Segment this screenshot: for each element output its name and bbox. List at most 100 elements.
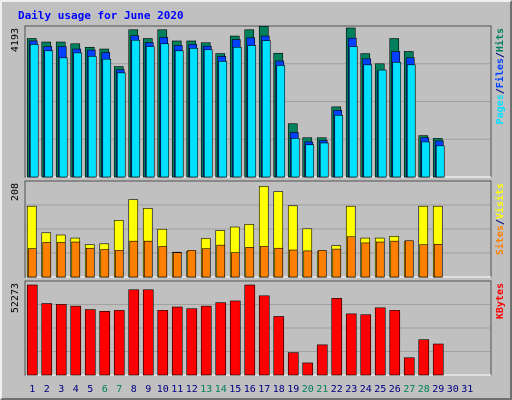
middle-bar-sites-4	[71, 241, 81, 278]
top-series-label-part-3: /	[495, 52, 506, 58]
bottom-bar-kbytes-27	[403, 357, 415, 376]
top-bar-pages-5	[87, 56, 97, 178]
day-label-11: 11	[171, 384, 183, 395]
day-label-25: 25	[374, 384, 386, 395]
bottom-bar-kbytes-10	[157, 310, 169, 376]
bottom-bar-kbytes-20	[302, 362, 314, 376]
bottom-bar-kbytes-19	[287, 352, 299, 376]
top-bar-pages-11	[174, 50, 184, 178]
day-label-16: 16	[244, 384, 256, 395]
day-label-21: 21	[316, 384, 328, 395]
top-bar-pages-18	[276, 65, 286, 178]
bottom-bar-kbytes-29	[432, 343, 444, 376]
day-label-5: 5	[87, 384, 93, 395]
bottom-bar-kbytes-14	[215, 302, 227, 376]
bottom-bar-kbytes-12	[186, 308, 198, 376]
middle-bar-sites-29	[433, 243, 443, 278]
middle-bar-sites-28	[419, 244, 429, 278]
day-label-13: 13	[200, 384, 212, 395]
bottom-bar-kbytes-8	[128, 289, 140, 376]
bottom-bar-kbytes-17	[258, 295, 270, 376]
middle-series-label-part-2: Visits	[494, 183, 506, 219]
middle-bar-sites-2	[42, 242, 52, 278]
bottom-series-label-part-0: KBytes	[495, 283, 506, 319]
day-label-1: 1	[29, 384, 35, 395]
bottom-bar-kbytes-15	[229, 300, 241, 376]
middle-series-label-part-0: Sites	[494, 225, 506, 255]
day-label-10: 10	[157, 384, 169, 395]
top-series-label-part-2: Files	[494, 58, 506, 88]
top-series-label-part-0: Pages	[495, 94, 506, 124]
middle-bar-sites-24	[361, 242, 371, 278]
day-label-3: 3	[58, 384, 64, 395]
top-bar-pages-22	[334, 114, 344, 178]
bottom-bar-kbytes-22	[331, 298, 343, 376]
top-bar-pages-10	[160, 43, 170, 178]
middle-bar-sites-5	[85, 247, 95, 278]
top-bar-pages-15	[232, 46, 242, 178]
bottom-bar-kbytes-2	[41, 303, 53, 376]
middle-bar-sites-8	[129, 240, 139, 278]
bottom-bar-kbytes-23	[345, 313, 357, 376]
day-label-17: 17	[258, 384, 270, 395]
middle-bar-sites-13	[201, 248, 211, 278]
bottom-bar-kbytes-26	[389, 310, 401, 376]
bottom-bar-kbytes-21	[316, 344, 328, 376]
day-label-15: 15	[229, 384, 241, 395]
middle-axis-max-label: 208	[10, 183, 21, 201]
middle-bar-sites-25	[375, 241, 385, 278]
middle-bar-sites-9	[143, 240, 153, 278]
top-bar-pages-20	[305, 144, 315, 178]
bottom-bar-kbytes-4	[70, 305, 82, 376]
bottom-bar-kbytes-18	[273, 316, 285, 376]
top-bar-pages-9	[145, 46, 155, 178]
bottom-bar-kbytes-25	[374, 307, 386, 376]
bottom-bar-kbytes-24	[360, 314, 372, 376]
bottom-bar-kbytes-6	[99, 310, 111, 376]
bottom-bar-kbytes-16	[244, 284, 256, 376]
middle-bar-sites-6	[100, 249, 110, 278]
middle-bar-sites-16	[245, 247, 255, 278]
top-bar-pages-19	[290, 138, 300, 178]
middle-bar-sites-10	[158, 246, 168, 278]
day-label-31: 31	[461, 384, 473, 395]
middle-bar-sites-17	[259, 246, 269, 278]
top-bar-pages-8	[131, 39, 141, 178]
bottom-bar-kbytes-13	[200, 305, 212, 376]
top-bar-pages-6	[102, 58, 112, 178]
middle-series-label-part-1: /	[495, 219, 506, 225]
top-bar-pages-27	[406, 64, 416, 178]
day-label-24: 24	[360, 384, 372, 395]
chart-title: Daily usage for June 2020	[18, 9, 184, 22]
bottom-bar-kbytes-28	[418, 339, 430, 376]
middle-bar-sites-14	[216, 244, 226, 278]
bottom-bar-kbytes-9	[142, 289, 154, 376]
day-label-14: 14	[215, 384, 227, 395]
middle-bar-sites-22	[332, 248, 342, 278]
day-label-7: 7	[116, 384, 122, 395]
middle-bar-sites-3	[56, 242, 66, 278]
top-bar-pages-2	[44, 50, 54, 178]
top-bar-pages-25	[377, 69, 387, 178]
middle-bar-sites-21	[317, 250, 327, 278]
day-label-23: 23	[345, 384, 357, 395]
bottom-series-label: KBytes	[495, 283, 506, 319]
middle-bar-sites-26	[390, 240, 400, 278]
middle-bar-sites-15	[230, 252, 240, 278]
day-label-19: 19	[287, 384, 299, 395]
bottom-bar-kbytes-3	[55, 304, 67, 376]
top-bar-pages-24	[363, 64, 373, 178]
bottom-axis-max-label: 52273	[10, 283, 21, 313]
day-label-12: 12	[186, 384, 198, 395]
day-label-27: 27	[403, 384, 415, 395]
middle-bar-sites-1	[27, 248, 37, 278]
top-bar-pages-4	[73, 52, 83, 178]
top-bar-pages-16	[247, 45, 257, 178]
day-label-20: 20	[302, 384, 314, 395]
day-label-30: 30	[447, 384, 459, 395]
top-bar-pages-7	[116, 72, 126, 178]
day-label-28: 28	[418, 384, 430, 395]
middle-bar-sites-12	[187, 250, 197, 278]
middle-bar-sites-18	[274, 247, 284, 278]
